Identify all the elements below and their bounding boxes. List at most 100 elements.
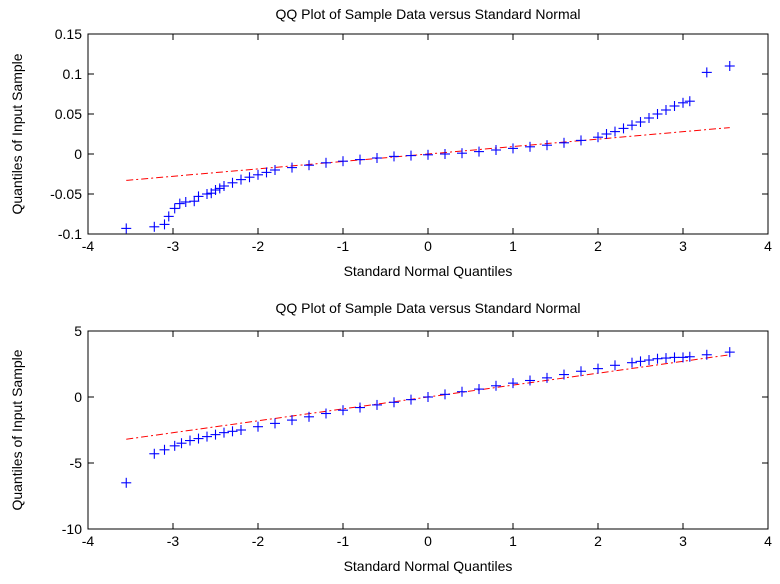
data-point	[169, 203, 180, 214]
data-point	[121, 477, 132, 488]
x-tick-label: -2	[252, 238, 265, 254]
data-point	[159, 219, 170, 230]
data-point	[210, 429, 221, 440]
data-point	[542, 372, 552, 383]
y-tick-label: 0.15	[55, 26, 82, 42]
data-point	[193, 191, 204, 202]
data-point	[149, 448, 160, 459]
bottom-chart-title: QQ Plot of Sample Data versus Standard N…	[275, 300, 580, 316]
data-point	[618, 123, 629, 134]
data-point	[684, 351, 695, 362]
data-point	[701, 349, 712, 360]
data-point	[423, 149, 433, 160]
x-tick-label: -2	[252, 533, 265, 549]
data-point	[610, 360, 620, 371]
data-point	[678, 97, 688, 108]
data-point	[219, 427, 229, 438]
data-point	[406, 394, 416, 405]
data-point	[185, 435, 195, 446]
x-tick-label: -1	[337, 238, 350, 254]
y-tick-label: 0.1	[63, 66, 83, 82]
y-tick-label: -10	[62, 521, 82, 537]
x-tick-label: 4	[764, 238, 772, 254]
top-qq-chart: QQ Plot of Sample Data versus Standard N…	[9, 6, 772, 279]
top-plot-area	[87, 33, 769, 235]
data-point	[644, 113, 654, 123]
x-tick-label: -4	[82, 533, 95, 549]
data-point	[355, 402, 365, 413]
data-point	[684, 96, 695, 107]
data-point	[601, 129, 612, 139]
data-point	[227, 426, 238, 437]
x-tick-label: 2	[594, 238, 602, 254]
data-point	[701, 67, 712, 78]
x-tick-label: 0	[424, 238, 432, 254]
data-point	[236, 425, 246, 435]
data-point	[389, 151, 399, 162]
bottom-x-axis-label: Standard Normal Quantiles	[344, 558, 513, 574]
x-tick-label: 0	[424, 533, 432, 549]
data-point	[253, 421, 263, 432]
data-point	[576, 366, 586, 377]
data-point	[121, 223, 132, 234]
x-tick-label: 3	[679, 533, 687, 549]
top-chart-title: QQ Plot of Sample Data versus Standard N…	[275, 6, 580, 22]
bottom-y-axis-label: Quantiles of Input Sample	[9, 349, 25, 510]
y-tick-label: -5	[70, 455, 83, 471]
data-point	[210, 185, 221, 195]
data-point	[261, 167, 272, 178]
data-point	[491, 145, 501, 155]
data-point	[508, 143, 518, 154]
data-point	[253, 169, 263, 180]
data-point	[304, 160, 314, 171]
data-point	[724, 61, 735, 71]
data-point	[236, 174, 246, 185]
data-point	[474, 384, 484, 395]
y-tick-label: -0.1	[58, 226, 82, 242]
data-point	[542, 140, 552, 151]
x-tick-label: 2	[594, 533, 602, 549]
data-point	[678, 352, 688, 363]
x-tick-label: -3	[167, 533, 180, 549]
bottom-qq-chart: QQ Plot of Sample Data versus Standard N…	[9, 300, 772, 574]
data-point	[338, 156, 348, 167]
data-point	[669, 101, 680, 111]
data-point	[270, 165, 280, 175]
data-point	[652, 353, 663, 364]
x-tick-label: -3	[167, 238, 180, 254]
data-point	[508, 378, 518, 389]
data-point	[287, 415, 297, 426]
bottom-x-axis: -4 -3 -2 -1 0 1 2 3 4	[82, 331, 772, 549]
data-point	[149, 221, 160, 232]
data-point	[227, 177, 238, 188]
data-point	[355, 154, 365, 165]
data-point	[635, 117, 646, 127]
y-tick-label: -0.05	[50, 186, 82, 202]
top-x-axis-label: Standard Normal Quantiles	[344, 263, 513, 279]
data-point	[244, 172, 255, 183]
data-point	[440, 389, 450, 400]
data-point	[193, 433, 204, 444]
y-tick-label: 5	[74, 323, 82, 339]
data-point	[163, 211, 174, 222]
data-point	[474, 146, 484, 157]
data-point	[457, 148, 467, 159]
data-point	[724, 347, 735, 358]
data-point	[559, 137, 569, 148]
data-point	[176, 438, 187, 449]
data-point	[593, 132, 603, 143]
data-point	[159, 444, 170, 455]
data-point	[214, 183, 225, 194]
data-point	[669, 352, 680, 363]
data-point	[610, 126, 620, 137]
top-y-axis-label: Quantiles of Input Sample	[9, 53, 25, 214]
x-tick-label: 1	[509, 238, 517, 254]
data-point	[180, 197, 191, 207]
data-point	[219, 181, 229, 191]
x-tick-label: 3	[679, 238, 687, 254]
data-point	[525, 375, 535, 386]
data-point	[661, 105, 671, 115]
data-point	[406, 150, 416, 161]
data-point	[661, 353, 671, 364]
y-tick-label: 0.05	[55, 106, 82, 122]
